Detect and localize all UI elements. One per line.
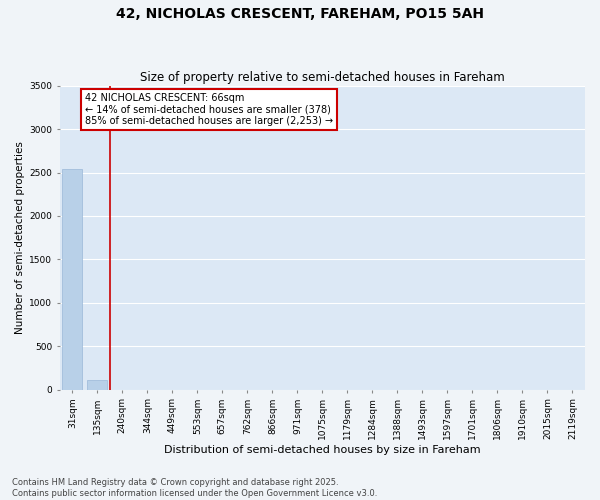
Text: 42, NICHOLAS CRESCENT, FAREHAM, PO15 5AH: 42, NICHOLAS CRESCENT, FAREHAM, PO15 5AH: [116, 8, 484, 22]
Text: 42 NICHOLAS CRESCENT: 66sqm
← 14% of semi-detached houses are smaller (378)
85% : 42 NICHOLAS CRESCENT: 66sqm ← 14% of sem…: [85, 92, 333, 126]
X-axis label: Distribution of semi-detached houses by size in Fareham: Distribution of semi-detached houses by …: [164, 445, 481, 455]
Title: Size of property relative to semi-detached houses in Fareham: Size of property relative to semi-detach…: [140, 72, 505, 85]
Y-axis label: Number of semi-detached properties: Number of semi-detached properties: [15, 141, 25, 334]
Bar: [88, 380, 107, 390]
Text: Contains HM Land Registry data © Crown copyright and database right 2025.
Contai: Contains HM Land Registry data © Crown c…: [12, 478, 377, 498]
Bar: [62, 169, 82, 390]
